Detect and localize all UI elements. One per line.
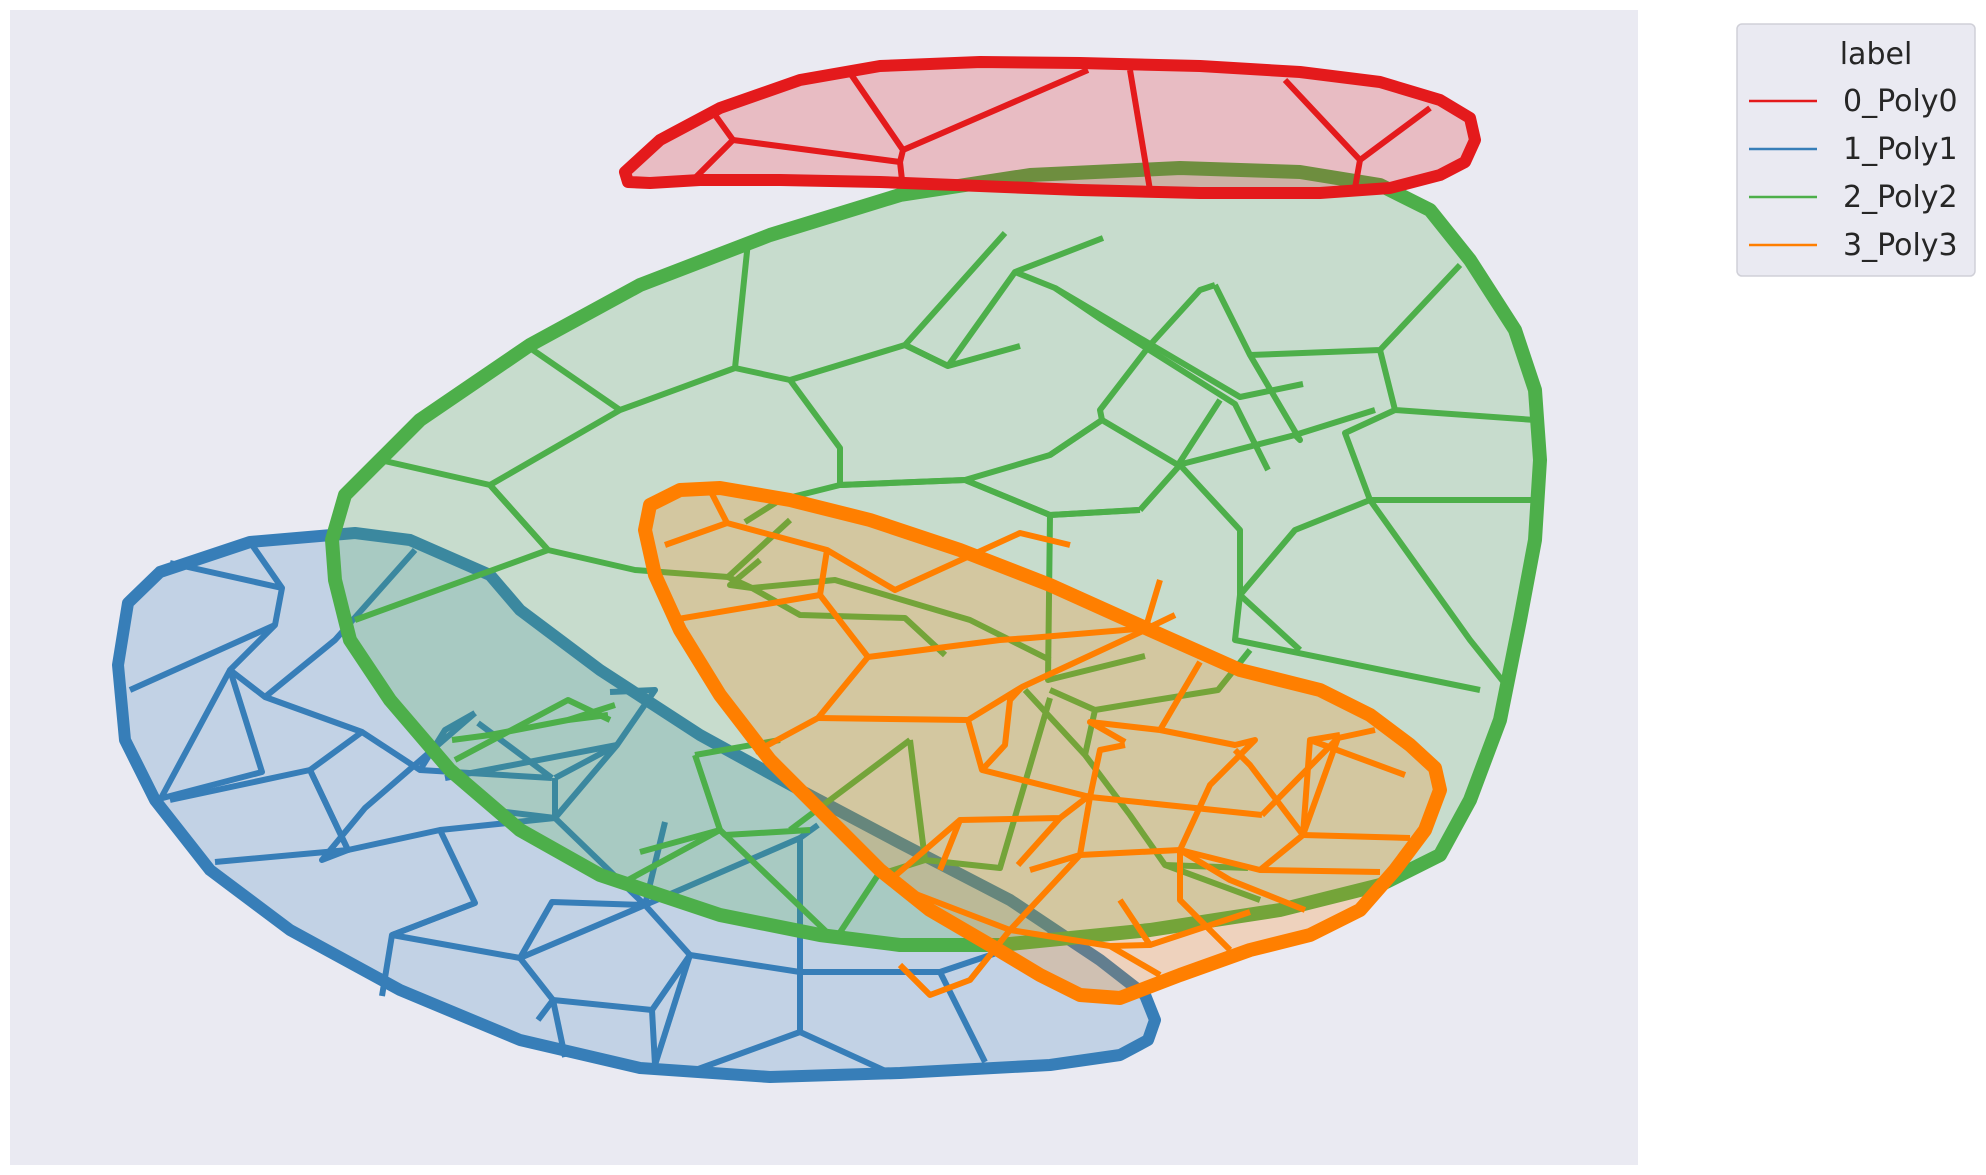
polygon-0-outline: [619, 56, 1481, 199]
legend-label-poly2: 2_Poly2: [1843, 180, 1958, 215]
legend: label 0_Poly0 1_Poly1 2_Poly2 3_Poly3: [1736, 23, 1976, 277]
legend-label-poly1: 1_Poly1: [1843, 132, 1958, 167]
polygon-1-outline: [112, 527, 1161, 1083]
polygon-3-cells: [663, 488, 1411, 998]
polygon-3-outline: [638, 481, 1447, 1005]
legend-title: label: [1840, 37, 1913, 72]
polygon-3-group: [638, 481, 1447, 1005]
polygon-2-outline: [325, 161, 1547, 952]
legend-label-poly3: 3_Poly3: [1843, 228, 1958, 263]
legend-label-poly0: 0_Poly0: [1843, 84, 1958, 119]
polygon-0-fill: [625, 62, 1475, 193]
legend-frame: [1736, 23, 1976, 277]
legend-entry-poly0: 0_Poly0: [1749, 84, 1958, 119]
polygon-3-fill: [645, 488, 1440, 998]
polygon-0-group: [619, 56, 1481, 199]
legend-entry-poly2: 2_Poly2: [1749, 180, 1958, 215]
polygon-0-cells: [692, 67, 1432, 191]
legend-entry-poly3: 3_Poly3: [1749, 228, 1958, 263]
legend-entry-poly1: 1_Poly1: [1749, 132, 1958, 167]
polygon-1-cells: [128, 540, 1051, 1076]
